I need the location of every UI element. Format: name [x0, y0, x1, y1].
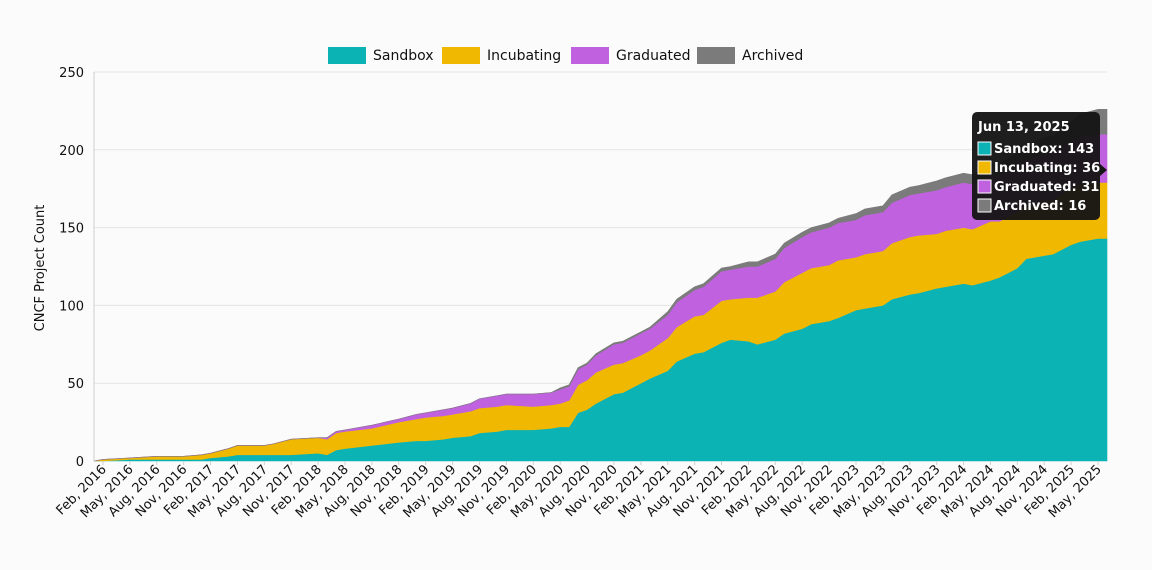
legend-label: Archived	[742, 48, 803, 64]
hover-tooltip: Jun 13, 2025 Sandbox: 143 Incubating: 36 Gr…	[972, 112, 1107, 220]
legend-item-archived[interactable]: Archived	[697, 47, 803, 64]
legend-label: Graduated	[616, 48, 691, 64]
tooltip-box	[972, 112, 1100, 220]
tooltip-row: Sandbox: 143	[994, 142, 1094, 157]
legend-swatch	[442, 47, 480, 64]
y-tick-label: 150	[59, 222, 84, 237]
tooltip-title: Jun 13, 2025	[977, 120, 1070, 135]
area-archived[interactable]	[93, 109, 1108, 462]
y-tick-label: 250	[59, 66, 84, 81]
y-tick-label: 50	[67, 377, 84, 392]
tooltip-swatch	[977, 141, 992, 156]
tooltip-swatch	[977, 179, 992, 194]
y-axis-label: CNCF Project Count	[33, 205, 48, 332]
legend-item-sandbox[interactable]: Sandbox	[328, 47, 434, 64]
tooltip-row: Incubating: 36	[994, 161, 1100, 176]
legend-label: Incubating	[487, 48, 561, 64]
legend-swatch	[328, 47, 366, 64]
legend[interactable]: Sandbox Incubating Graduated Archived	[328, 47, 803, 64]
tooltip-swatch	[977, 160, 992, 175]
legend-swatch	[697, 47, 735, 64]
y-tick-label: 100	[59, 299, 84, 314]
tooltip-row: Archived: 16	[994, 199, 1086, 214]
legend-swatch	[571, 47, 609, 64]
legend-item-graduated[interactable]: Graduated	[571, 47, 691, 64]
tooltip-row: Graduated: 31	[994, 180, 1099, 195]
legend-label: Sandbox	[373, 48, 434, 64]
legend-item-incubating[interactable]: Incubating	[442, 47, 561, 64]
y-tick-label: 0	[76, 455, 84, 470]
tooltip-swatch	[977, 198, 992, 213]
y-tick-label: 200	[59, 144, 84, 159]
tooltip-pointer	[1100, 164, 1107, 176]
stacked-areas[interactable]	[93, 109, 1108, 462]
